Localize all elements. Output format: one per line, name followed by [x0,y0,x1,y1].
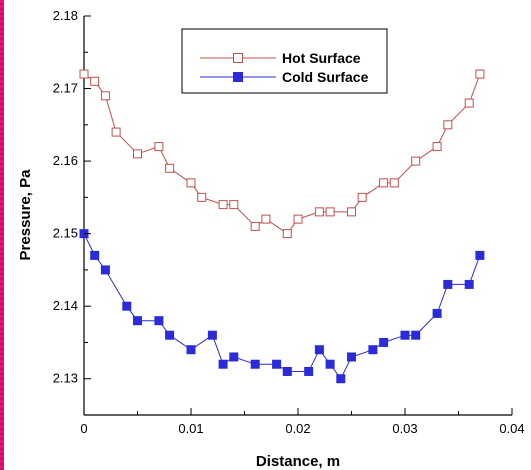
cold-surface-point [122,301,132,311]
cold-surface-point [464,279,474,289]
cold-surface-point [368,345,378,355]
hot-surface-point [186,178,196,188]
x-axis-title: Distance, m [256,453,340,470]
hot-surface-point [347,207,356,217]
cold-surface-point [379,337,389,347]
cold-surface-point [250,359,260,369]
hot-surface-point [165,163,175,173]
x-tick-label: 0.04 [499,421,524,436]
cold-surface-point [336,374,346,384]
cold-surface-point [347,352,356,362]
y-tick-label: 2.17 [53,81,78,96]
legend-label-hot: Hot Surface [282,50,361,66]
hot-surface-point [314,207,324,217]
hot-surface-point [325,207,335,217]
hot-surface-point [111,127,121,137]
hot-surface-point [282,229,292,239]
hot-surface-point [197,192,207,202]
cold-surface-point [475,250,485,260]
cold-surface-point [282,366,292,376]
y-tick-label: 2.16 [53,153,78,168]
legend-box [181,28,388,94]
hot-surface-point [133,149,142,159]
x-tick-label: 0.03 [392,421,417,436]
x-tick-label: 0.02 [285,421,310,436]
left-edge-strip [0,0,4,470]
cold-surface-point [432,308,442,318]
y-axis-title: Pressure, Pa [17,169,34,261]
cold-surface-point [443,279,453,289]
y-tick-label: 2.15 [53,226,78,241]
hot-surface-point [464,98,474,108]
hot-surface-point [389,178,399,188]
cold-surface-point [218,359,228,369]
cold-surface-point [400,330,410,340]
legend-label-cold: Cold Surface [282,69,369,85]
series-line-cold-surface [83,233,481,380]
hot-surface-point [79,69,89,79]
hot-surface-point [379,178,389,188]
hot-surface-point [90,76,100,86]
ticks-layer: 0 0.01 0.02 0.03 0.04 2.13 2.14 2.15 2.16 2.17 2.1… [53,8,525,436]
hot-surface-point [475,69,485,79]
cold-surface-point [411,330,421,340]
legend-marker-cold [233,72,243,82]
x-tick-label: 0.01 [178,421,203,436]
cold-surface-point [325,359,335,369]
hot-surface-point [229,200,239,210]
cold-surface-point [272,359,282,369]
hot-surface-point [218,200,228,210]
hot-surface-point [293,214,303,224]
series-line-hot-surface [83,73,481,235]
cold-surface-point [229,352,239,362]
cold-surface-point [304,366,314,376]
hot-surface-point [154,142,164,152]
y-tick-label: 2.13 [53,371,78,386]
hot-surface-point [250,221,260,231]
y-tick-label: 2.14 [53,298,78,313]
hot-surface-point [100,91,110,101]
cold-surface-point [165,330,175,340]
cold-surface-point [133,316,142,326]
legend-marker-hot [233,53,243,63]
cold-surface-point [314,345,324,355]
hot-surface-point [443,120,453,130]
hot-surface-point [357,192,367,202]
series-layer [79,69,485,384]
cold-surface-point [100,265,110,275]
cold-surface-point [90,250,100,260]
cold-surface-point [207,330,217,340]
cold-surface-point [186,345,196,355]
legend: Hot Surface Cold Surface [181,28,388,94]
hot-surface-point [432,142,442,152]
hot-surface-point [411,156,421,166]
cold-surface-point [154,316,164,326]
x-tick-label: 0 [80,421,87,436]
hot-surface-point [261,214,271,224]
y-tick-label: 2.18 [53,8,78,23]
